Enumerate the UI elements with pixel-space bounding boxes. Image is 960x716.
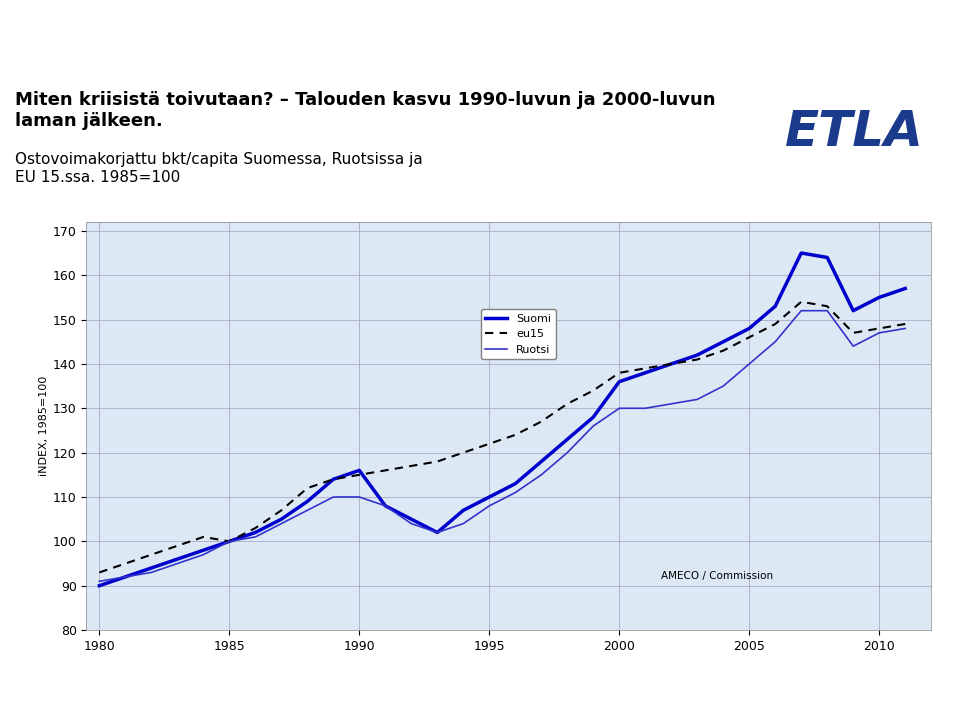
- Text: ELINKEINOELÄMÄN TUTKIMUSLAITOS: ELINKEINOELÄMÄN TUTKIMUSLAITOS: [24, 663, 285, 676]
- Text: Miten kriisistä toivutaan? – Talouden kasvu 1990-luvun ja 2000-luvun
laman jälke: Miten kriisistä toivutaan? – Talouden ka…: [15, 91, 715, 130]
- Text: Ostovoimakorjattu bkt/capita Suomessa, Ruotsissa ja
EU 15.ssa. 1985=100: Ostovoimakorjattu bkt/capita Suomessa, R…: [15, 153, 422, 185]
- Text: AMECO / Commission: AMECO / Commission: [660, 571, 773, 581]
- Y-axis label: iNDEX, 1985=100: iNDEX, 1985=100: [38, 376, 49, 476]
- Legend: Suomi, eu15, Ruotsi: Suomi, eu15, Ruotsi: [481, 309, 556, 359]
- Text: THE RESEARCH INSTITUTE OF THE FINNISH ECONOMY: THE RESEARCH INSTITUTE OF THE FINNISH EC…: [24, 693, 324, 703]
- Text: ETLA: ETLA: [785, 108, 924, 157]
